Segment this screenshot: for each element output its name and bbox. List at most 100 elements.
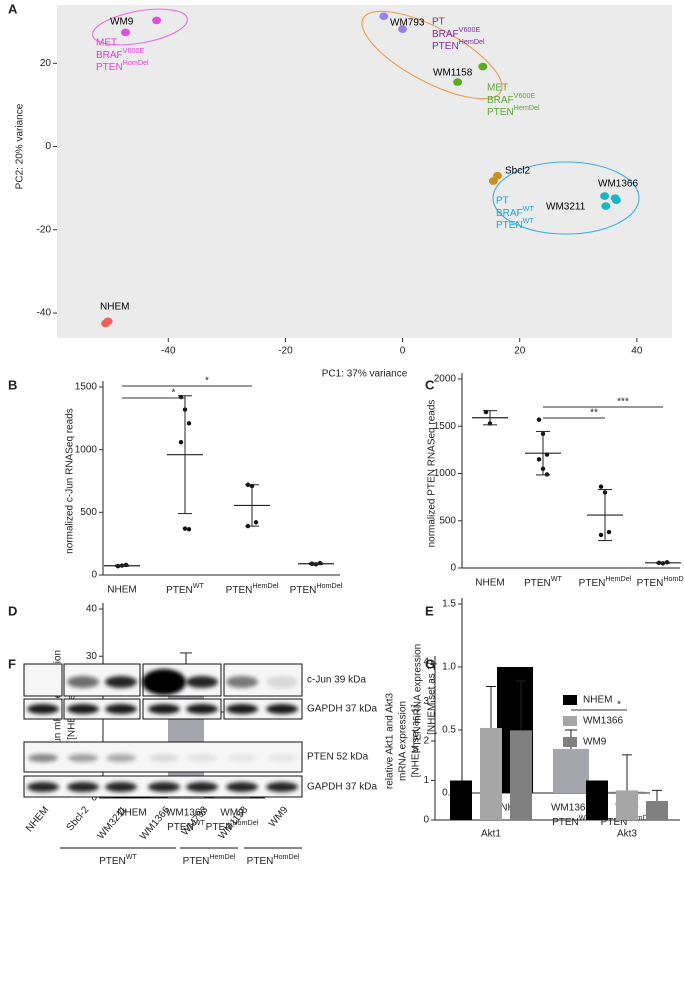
legend-label: NHEM [583, 695, 612, 706]
point [182, 526, 188, 531]
band [148, 704, 180, 714]
x-tick-label-base: PTEN [552, 817, 579, 828]
annotation: WM3211 [546, 202, 586, 213]
group-ellipse [361, 10, 503, 100]
annotation-base: BRAF [432, 29, 459, 40]
point [121, 28, 131, 37]
x-tick-label: 20 [514, 346, 526, 357]
group-ellipse [92, 8, 188, 46]
significance-label: * [205, 376, 209, 387]
annotation-base: BRAF [487, 95, 514, 106]
point [178, 439, 184, 445]
band [27, 704, 59, 714]
group-label-sup: HomDel [273, 852, 299, 861]
lane-label: WM3211 [96, 804, 130, 841]
point [611, 196, 621, 205]
annotation-sup: HemDel [514, 103, 540, 112]
annotation: WM1366 [598, 179, 638, 190]
y-tick-label: 1500 [75, 382, 98, 393]
band [106, 754, 136, 762]
y-tick-label: 2 [423, 736, 429, 747]
significance-label: *** [617, 397, 629, 408]
annotation: PTENHomDel [96, 58, 149, 73]
group-label-base: PTEN [183, 856, 210, 867]
x-tick-label: PTENWT [167, 818, 205, 833]
band [226, 704, 258, 714]
band [149, 754, 179, 762]
legend-label: WM1366 [583, 716, 623, 727]
lane-label: Sbcl-2 [65, 804, 92, 833]
band [187, 754, 217, 762]
annotation: PTENWT [496, 216, 534, 231]
annotation: BRAFV600E [432, 25, 480, 40]
y-tick-label: 500 [439, 515, 456, 526]
point [598, 484, 604, 489]
panel-letter: G [425, 656, 435, 671]
blot-frame [23, 663, 63, 697]
group-ellipse [492, 161, 640, 235]
bar [450, 780, 472, 820]
x-tick-label: NHEM [117, 808, 146, 819]
x-tick-label-base: PTEN [166, 585, 193, 596]
point [453, 78, 463, 86]
group-label-sup: HemDel [209, 852, 235, 861]
x-tick-label: PTENHomDel [290, 581, 343, 596]
x-tick-label: PTENWT [166, 581, 204, 596]
y-tick-label: 2000 [434, 374, 457, 385]
annotation: MET [487, 83, 508, 94]
point [606, 529, 612, 535]
legend-swatch [563, 695, 577, 705]
x-tick-label: PTENHomDel [206, 818, 259, 833]
y-tick-label: 0 [91, 793, 97, 804]
y-axis-title: normalized c-Jun RNASeq reads [65, 408, 76, 554]
x-tick-label-sup: WT [551, 574, 563, 583]
band [186, 676, 218, 688]
annotation-sup: V600E [514, 91, 536, 100]
annotation: MET [96, 38, 117, 49]
x-tick-label: 0 [400, 346, 406, 357]
y-tick-label: 0 [423, 815, 429, 826]
point [478, 62, 488, 71]
x-tick-label-base: PTEN [226, 585, 253, 596]
point [492, 171, 502, 180]
x-tick-label: -40 [161, 346, 176, 357]
annotation: BRAFV600E [96, 46, 144, 61]
annotation: Sbcl2 [505, 166, 530, 177]
y-tick-label: 500 [80, 507, 97, 518]
point [598, 532, 604, 538]
y-tick-label: 0 [450, 563, 456, 574]
band [226, 782, 258, 792]
annotation-base: BRAF [496, 208, 523, 219]
x-tick-label-base: PTEN [167, 822, 194, 833]
band [266, 704, 298, 714]
band [186, 782, 218, 792]
y-tick-label: 0 [45, 141, 51, 152]
y-tick-label: -40 [37, 308, 52, 319]
annotation: PTENHemDel [487, 103, 540, 118]
y-tick-label: 1 [423, 775, 429, 786]
x-tick-label-base: PTEN [579, 578, 606, 589]
x-tick-label: PTENHemDel [579, 574, 632, 589]
y-tick-label: 0.0 [442, 788, 456, 799]
point [379, 12, 389, 21]
bar [553, 748, 589, 793]
x-tick-label: PTENWT [552, 813, 590, 828]
annotation: WM1158 [433, 68, 473, 79]
band [267, 754, 297, 762]
annotation: BRAFV600E [487, 91, 535, 106]
x-tick-label: NHEM [475, 578, 504, 589]
bar [480, 727, 502, 820]
y-tick-label: -20 [37, 224, 52, 235]
y-tick-label: 1000 [75, 444, 98, 455]
x-tick-label: PTENHemDel [226, 581, 279, 596]
annotation-base: PTEN [487, 107, 514, 118]
blot-frame [223, 698, 303, 720]
panel-letter: B [8, 377, 17, 392]
annotation-sup: WT [523, 204, 535, 213]
point [601, 202, 611, 210]
point [152, 16, 162, 25]
band [105, 704, 137, 714]
x-tick-label: Akt3 [617, 829, 637, 840]
blot-row-label: GAPDH 37 kDa [307, 782, 377, 793]
